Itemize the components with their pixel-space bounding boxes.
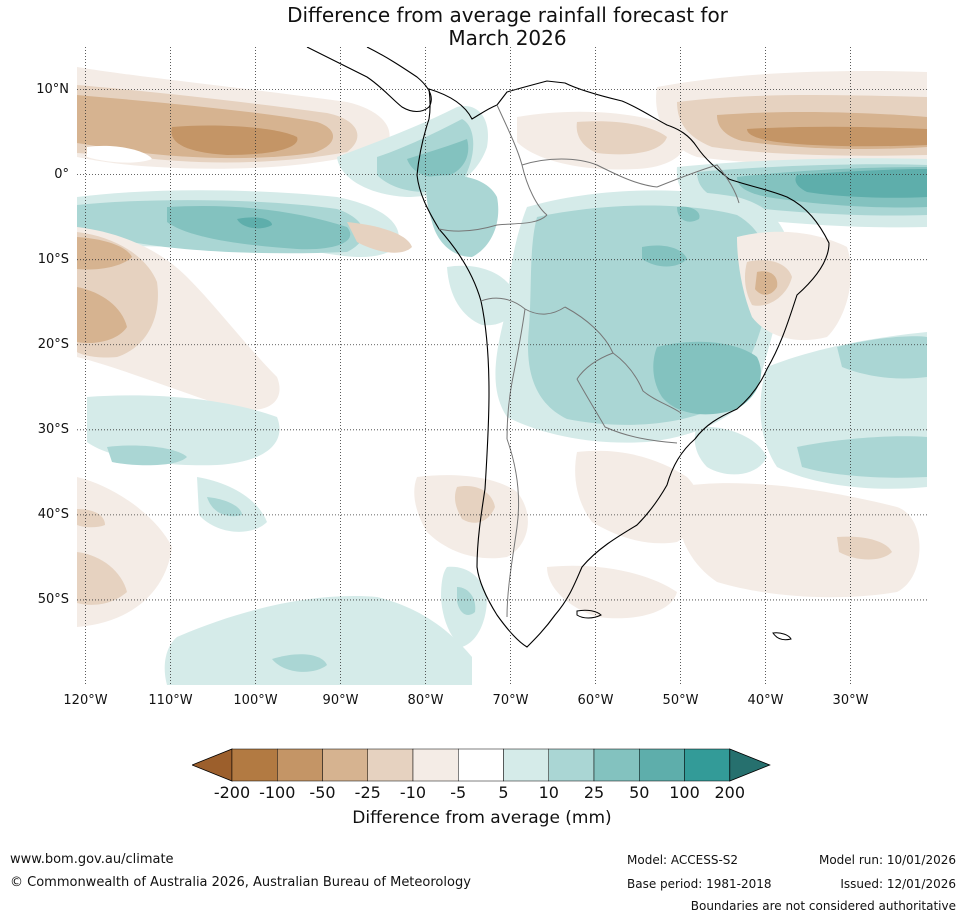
colorbar-tick-label: 50 (629, 783, 650, 802)
anomaly-region (677, 206, 700, 222)
longitude-label: 110°W (148, 693, 193, 708)
anomaly-region (237, 217, 272, 229)
latitude-label: 50°S (37, 591, 69, 607)
island (576, 609, 602, 619)
colorbar (192, 748, 771, 782)
latitude-label: 40°S (37, 506, 69, 522)
central-america-coastline (306, 47, 432, 113)
latitude-label: 0° (54, 166, 69, 182)
anomaly-region (77, 237, 132, 270)
anomaly-region (347, 222, 412, 253)
country-borders (438, 104, 740, 618)
title-line-2: March 2026 (448, 26, 567, 50)
anomaly-region (454, 486, 495, 523)
anomaly-region (642, 245, 687, 267)
colorbar-tick-label: 5 (498, 783, 509, 802)
anomaly-region (797, 436, 927, 478)
anomaly-region (837, 336, 927, 379)
south-america-coastline (416, 80, 830, 648)
anomaly-region (77, 509, 105, 528)
model-name: Model: ACCESS-S2 (627, 853, 739, 867)
longitude-label: 80°W (407, 693, 444, 708)
website-link[interactable]: www.bom.gov.au/climate (10, 852, 174, 867)
colorbar-segment (503, 748, 549, 782)
colorbar-segment (593, 748, 640, 782)
base-period: Base period: 1981-2018 (627, 877, 772, 891)
colorbar-segment (231, 748, 278, 782)
anomaly-region (575, 450, 700, 544)
longitude-label: 90°W (322, 693, 359, 708)
longitude-label: 120°W (63, 693, 108, 708)
anomaly-region (77, 552, 127, 605)
graticule (77, 47, 927, 685)
island (772, 632, 792, 641)
colorbar-segment (639, 748, 685, 782)
anomaly-region (207, 497, 242, 517)
anomaly-region (87, 145, 152, 163)
longitude-label: 30°W (832, 693, 869, 708)
colorbar-title: Difference from average (mm) (352, 808, 612, 828)
colorbar-segment (412, 748, 459, 782)
title-line-1: Difference from average rainfall forecas… (287, 3, 728, 27)
colorbar-extend-low (192, 748, 233, 782)
anomaly-region (576, 121, 667, 155)
latitude-label: 20°S (37, 336, 69, 352)
issued-date: Issued: 12/01/2026 (840, 877, 956, 891)
copyright-text: © Commonwealth of Australia 2026, Austra… (10, 875, 471, 890)
colorbar-segment (684, 748, 730, 782)
latitude-label: 10°S (37, 251, 69, 267)
anomaly-region (407, 139, 469, 178)
colorbar-tick-label: 25 (583, 783, 605, 802)
colorbar-segment (277, 748, 323, 782)
anomaly-region (653, 341, 761, 415)
colorbar-segment (548, 748, 595, 782)
map-title: Difference from average rainfall forecas… (0, 4, 965, 50)
anomaly-region (694, 426, 767, 475)
latitude-label: 30°S (37, 421, 69, 437)
anomaly-region (737, 231, 851, 341)
colorbar-tick-label: -200 (213, 783, 251, 802)
longitude-label: 50°W (662, 693, 699, 708)
colorbar-segment (458, 748, 504, 782)
colorbar-tick-label: 100 (669, 783, 700, 802)
rainfall-anomaly-map (77, 47, 927, 685)
colorbar-extend-high (729, 748, 771, 782)
colorbar-tick-label: -5 (450, 783, 467, 802)
colorbar-tick-label: -100 (259, 783, 296, 802)
anomaly-region (164, 596, 472, 685)
longitude-label: 60°W (577, 693, 614, 708)
latitude-label: 10°N (36, 81, 69, 97)
anomaly-region (547, 565, 677, 619)
boundaries-disclaimer: Boundaries are not considered authoritat… (690, 899, 956, 913)
longitude-label: 70°W (492, 693, 529, 708)
model-run-date: Model run: 10/01/2026 (818, 853, 956, 867)
anomaly-region (272, 654, 327, 672)
anomaly-region (171, 125, 298, 155)
anomaly-region (77, 287, 127, 344)
longitude-label: 40°W (747, 693, 784, 708)
colorbar-tick-label: -50 (309, 783, 336, 802)
colorbar-tick-label: -10 (399, 783, 427, 802)
anomaly-region (457, 587, 476, 615)
anomaly-region (795, 169, 927, 198)
colorbar-segment (322, 748, 368, 782)
colorbar-segment (367, 748, 414, 782)
anomaly-region (107, 445, 187, 466)
anomaly-region (755, 271, 778, 295)
colorbar-tick-label: 10 (538, 783, 559, 802)
anomaly-region (747, 126, 927, 147)
anomaly-fields (77, 67, 927, 685)
colorbar-tick-label: 200 (714, 783, 746, 802)
colorbar-tick-label: -25 (354, 783, 381, 802)
anomaly-region (676, 483, 920, 598)
anomaly-region (426, 175, 499, 257)
longitude-label: 100°W (233, 693, 278, 708)
anomaly-region (447, 265, 517, 326)
